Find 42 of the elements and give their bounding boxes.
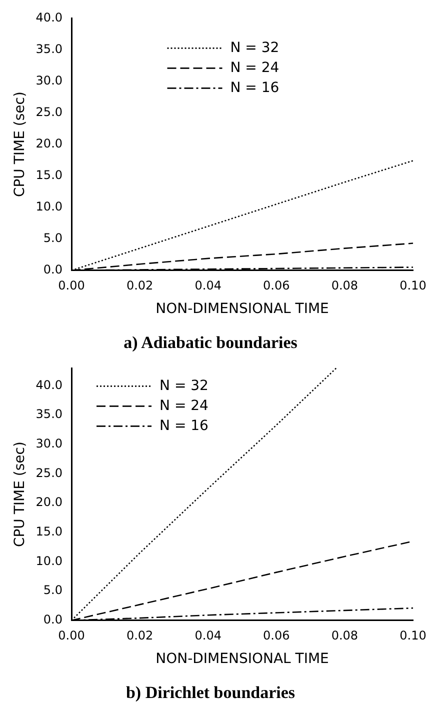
x-tick-label: 0.02 bbox=[126, 278, 154, 293]
y-tick-label: 15.0 bbox=[36, 168, 63, 182]
y-tick-label: 25.0 bbox=[36, 104, 63, 119]
legend-label: N = 32 bbox=[160, 378, 208, 394]
x-tick-label: 0.08 bbox=[331, 628, 358, 643]
legend-label: N = 24 bbox=[160, 398, 209, 414]
y-axis-title: CPU TIME (sec) bbox=[12, 442, 28, 548]
x-tick-label: 0.04 bbox=[194, 278, 222, 293]
x-tick-label: 0.02 bbox=[126, 628, 154, 643]
x-tick-label: 0.10 bbox=[400, 628, 426, 643]
y-tick-label: 10.0 bbox=[36, 199, 63, 214]
y-axis-title: CPU TIME (sec) bbox=[12, 92, 28, 198]
y-tick-label: 5.0 bbox=[43, 231, 63, 245]
y-tick-label: 0.0 bbox=[43, 612, 63, 627]
legend-label: N = 16 bbox=[230, 80, 280, 96]
text: a) Adiabatic boundaries bbox=[124, 333, 298, 352]
x-axis-title: NON-DIMENSIONAL TIME bbox=[156, 300, 329, 317]
x-tick-label: 0.00 bbox=[58, 278, 85, 293]
y-tick-label: 20.0 bbox=[36, 136, 63, 150]
y-tick-label: 5.0 bbox=[43, 583, 63, 598]
x-tick-label: 0.06 bbox=[263, 278, 290, 293]
y-tick-label: 40.0 bbox=[36, 10, 63, 24]
legend-label: N = 16 bbox=[160, 418, 209, 434]
y-tick-label: 35.0 bbox=[36, 42, 63, 56]
text: b) Dirichlet boundaries bbox=[126, 683, 296, 702]
y-tick-label: 35.0 bbox=[36, 407, 63, 422]
y-tick-label: 15.0 bbox=[36, 524, 63, 539]
y-tick-label: 20.0 bbox=[36, 495, 63, 510]
y-tick-label: 40.0 bbox=[36, 378, 63, 392]
x-tick-label: 0.06 bbox=[263, 628, 290, 643]
y-tick-label: 30.0 bbox=[36, 73, 63, 88]
y-tick-label: 0.0 bbox=[43, 262, 63, 277]
y-tick-label: 10.0 bbox=[36, 554, 63, 568]
x-tick-label: 0.04 bbox=[194, 628, 222, 643]
x-tick-label: 0.08 bbox=[331, 278, 358, 293]
x-axis-title: NON-DIMENSIONAL TIME bbox=[156, 650, 329, 667]
y-tick-label: 30.0 bbox=[36, 436, 63, 451]
x-tick-label: 0.10 bbox=[400, 278, 426, 293]
legend-label: N = 32 bbox=[230, 40, 280, 56]
y-tick-label: 25.0 bbox=[36, 466, 63, 480]
legend-label: N = 24 bbox=[230, 60, 280, 76]
x-tick-label: 0.00 bbox=[58, 628, 85, 643]
